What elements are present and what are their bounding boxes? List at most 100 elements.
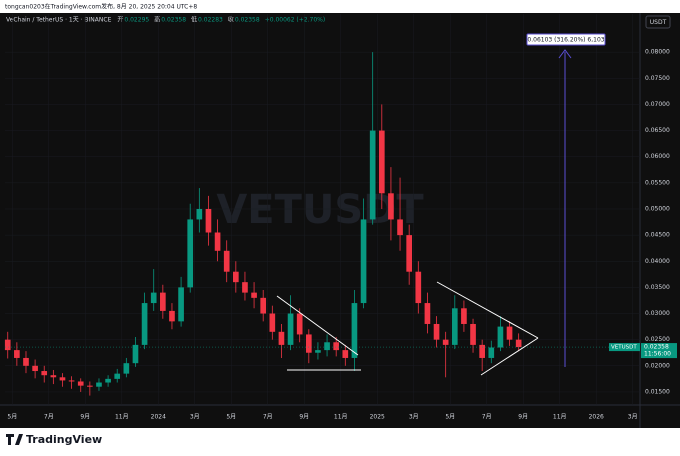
trend-line — [276, 295, 359, 356]
x-tick-label: 9月 — [299, 414, 309, 421]
x-tick-label: 2025 — [370, 414, 385, 421]
candle-body — [324, 342, 330, 351]
candle-body — [415, 271, 422, 304]
candle-body — [315, 350, 321, 353]
x-tick-label: 3月 — [190, 414, 200, 421]
x-tick-label: 11月 — [553, 414, 567, 421]
candle-body — [278, 331, 285, 345]
measure-label: 0.06103 (316.20%) 6,103 — [527, 37, 604, 44]
price-tag-text: 0.02358 — [644, 344, 669, 351]
candle-body — [269, 313, 276, 332]
x-tick-label: 5月 — [445, 414, 455, 421]
candle-body — [77, 381, 84, 386]
publish-note: tongcan0203在TradingView.com发布, 8月 20, 20… — [5, 3, 197, 11]
candle-body — [242, 282, 248, 293]
candle-body — [50, 375, 57, 378]
x-tick-label: 5月 — [7, 414, 17, 421]
measure-box — [526, 33, 606, 46]
candle-body — [479, 344, 485, 358]
candle-body — [41, 371, 48, 376]
ohlc-value: 0.02358 — [161, 17, 186, 24]
x-tick-label: 3月 — [628, 414, 638, 421]
x-tick-label: 2026 — [589, 414, 604, 421]
candle-body — [87, 385, 93, 387]
candle-body — [141, 303, 148, 345]
candle-body — [132, 344, 139, 364]
symbol-title: VeChain / TetherUS · 1天 · BINANCE — [6, 17, 112, 24]
candle-body — [68, 380, 75, 382]
y-tick-label: 0.05500 — [645, 179, 670, 186]
candle-body — [287, 313, 294, 345]
candle-body — [369, 130, 376, 220]
drawings — [276, 281, 539, 376]
countdown: 11:56:00 — [644, 351, 671, 358]
ohlc-value: 0.02295 — [124, 17, 149, 24]
measure-arrow — [558, 49, 572, 59]
ohlc-value: 0.02358 — [235, 17, 260, 24]
x-tick-label: 11月 — [334, 414, 348, 421]
candle-body — [424, 303, 431, 324]
y-tick-label: 0.03000 — [645, 310, 670, 317]
x-tick-label: 11月 — [115, 414, 129, 421]
ohlc-label: 开 — [117, 17, 123, 24]
x-tick-label: 9月 — [518, 414, 528, 421]
candle-body — [232, 271, 239, 283]
candle-body — [388, 193, 394, 220]
candle-body — [32, 365, 38, 372]
candle-body — [169, 310, 175, 322]
candle-body — [506, 326, 513, 340]
candle-body — [451, 308, 458, 345]
ohlc-value: 0.02283 — [198, 17, 223, 24]
x-tick-label: 7月 — [44, 414, 54, 421]
ohlc-label: 收 — [228, 16, 234, 24]
y-tick-label: 0.03500 — [645, 284, 670, 291]
candle-body — [260, 297, 267, 314]
brand-logo — [6, 434, 23, 445]
footer-brand: TradingView — [26, 433, 102, 446]
candle-body — [96, 382, 102, 387]
candle-body — [470, 323, 476, 345]
symbol-header: VeChain / TetherUS · 1天 · BINANCE 开 0.0229… — [6, 16, 325, 24]
candle-body — [296, 313, 303, 335]
plot — [4, 14, 640, 405]
y-tick-label: 0.06500 — [645, 127, 670, 134]
candle-body — [442, 339, 449, 345]
candle-body — [114, 373, 121, 379]
candle-body — [406, 235, 413, 272]
candle-body — [433, 323, 440, 340]
x-tick-label: 7月 — [263, 414, 273, 421]
currency[interactable]: USDT — [650, 19, 667, 26]
y-tick-label: 0.04000 — [645, 258, 670, 265]
candle-body — [214, 232, 221, 251]
candle-body — [497, 326, 504, 348]
candle-body — [105, 378, 111, 383]
y-tick-label: 0.02000 — [645, 362, 670, 369]
candle-body — [223, 250, 230, 272]
symbol-tag — [609, 343, 640, 352]
candle-body — [150, 292, 157, 304]
y-tick-label: 0.06000 — [645, 153, 670, 160]
y-tick-label: 0.07000 — [645, 101, 670, 108]
candle-body — [360, 219, 367, 304]
candle-body — [461, 308, 467, 324]
change: +0.00062 (+2.70%) — [265, 17, 326, 24]
candle-body — [488, 347, 495, 358]
y-tick-label: 0.07500 — [645, 75, 670, 82]
candle-body — [397, 219, 403, 236]
currency-button[interactable] — [645, 15, 671, 29]
candle-body — [378, 130, 385, 194]
candle-body — [333, 342, 340, 351]
y-tick-label: 0.02500 — [645, 336, 670, 343]
trend-line — [480, 337, 539, 376]
x-tick-label: 9月 — [80, 414, 90, 421]
price-tag — [641, 343, 677, 359]
candle-body — [515, 339, 522, 348]
candle-body — [23, 357, 29, 366]
candle-body — [196, 208, 203, 220]
y-tick-label: 0.04500 — [645, 232, 670, 239]
candle-body — [187, 219, 194, 288]
candle-body — [305, 334, 312, 353]
x-tick-label: 7月 — [482, 414, 492, 421]
x-tick-label: 5月 — [226, 414, 236, 421]
candle-body — [4, 339, 11, 351]
